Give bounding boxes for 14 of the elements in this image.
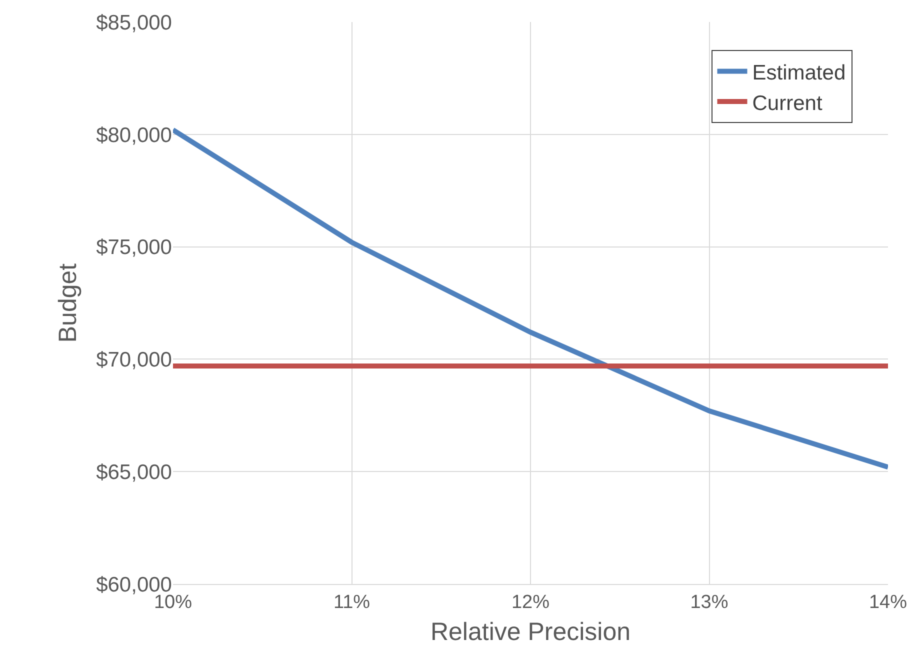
y-tick-label: $75,000 xyxy=(96,236,172,260)
x-tick-label: 11% xyxy=(333,592,370,613)
y-tick-label: $80,000 xyxy=(96,124,172,147)
y-tick-label: $70,000 xyxy=(96,348,172,372)
x-tick-label: 12% xyxy=(511,592,550,613)
x-tick-label: 13% xyxy=(690,592,728,613)
y-tick-label: $85,000 xyxy=(96,11,172,34)
x-axis-title: Relative Precision xyxy=(430,618,631,646)
legend-label: Estimated xyxy=(752,61,846,84)
y-tick-label: $65,000 xyxy=(96,460,172,484)
y-axis-title: Budget xyxy=(54,263,82,343)
x-tick-label: 10% xyxy=(154,592,192,613)
legend-label: Current xyxy=(752,92,822,115)
x-tick-label: 14% xyxy=(868,592,908,613)
